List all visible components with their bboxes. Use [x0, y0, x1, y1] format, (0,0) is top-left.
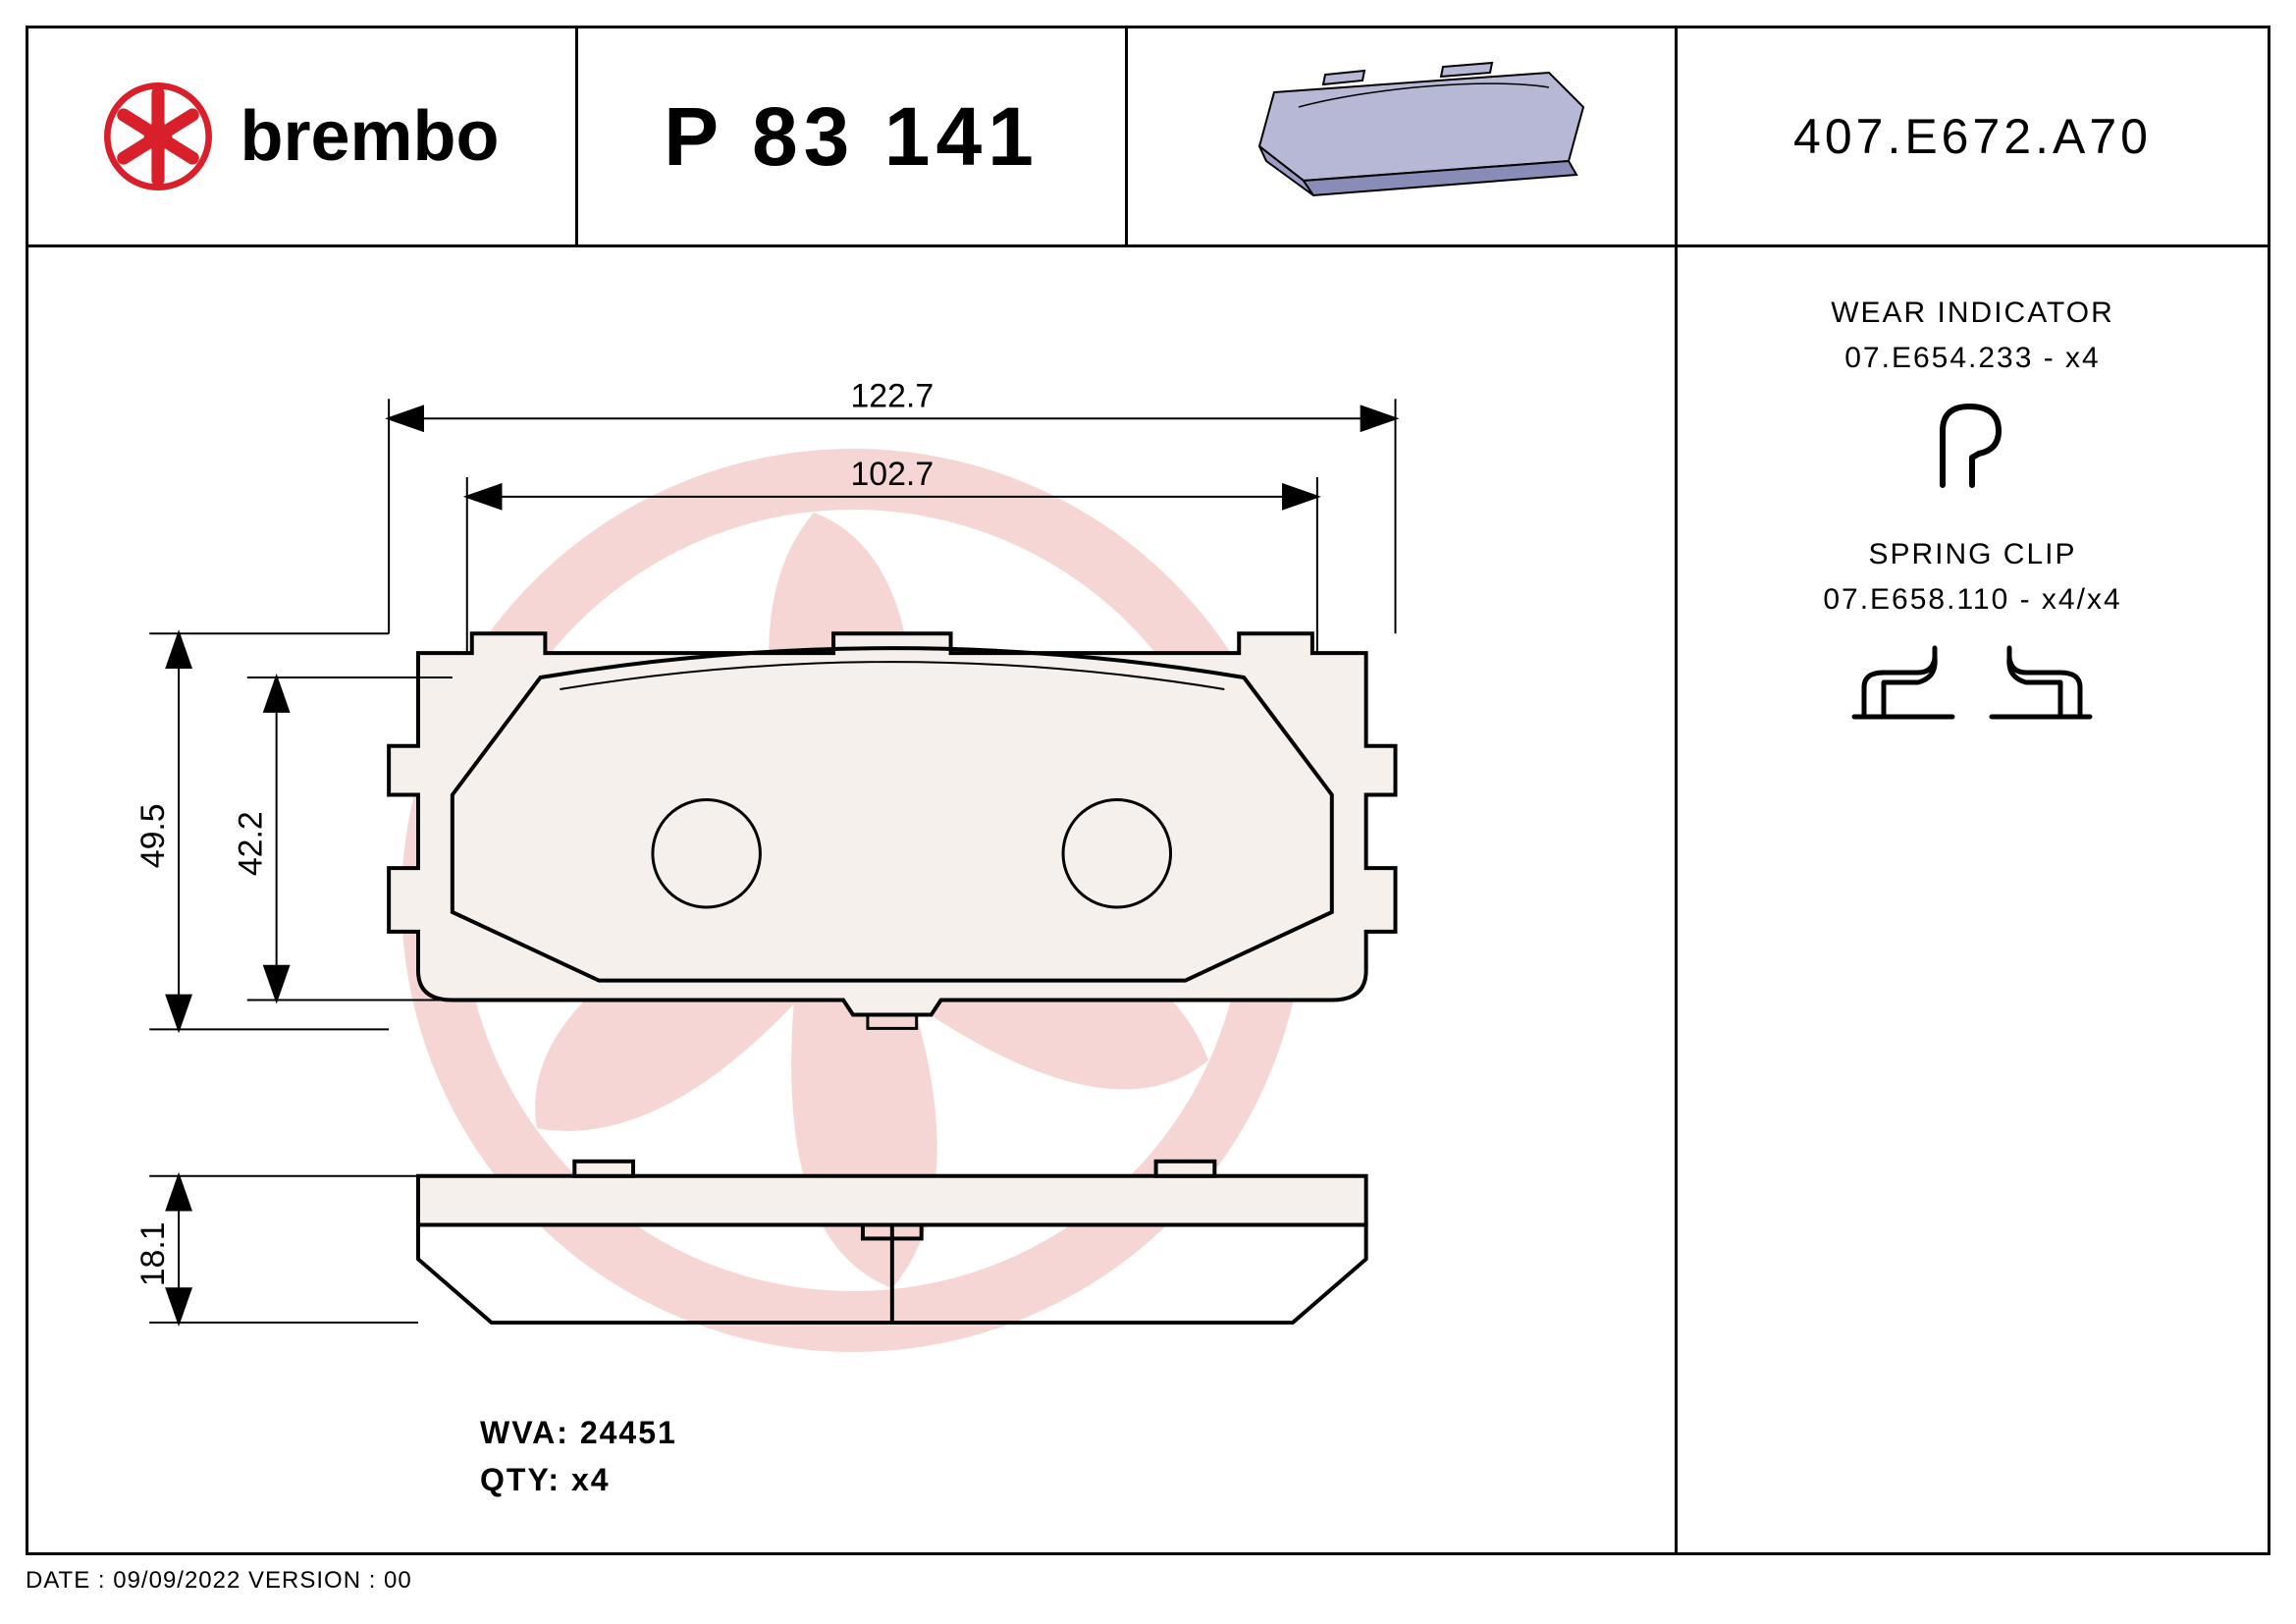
edge-view: 18.1 — [134, 1162, 1365, 1323]
date-version: DATE : 09/09/2022 VERSION : 00 — [26, 1567, 412, 1595]
part-number-cell: P 83 141 — [578, 28, 1128, 244]
outer-frame: brembo P 83 141 — [26, 26, 2270, 1555]
product-iso-cell — [1128, 28, 1678, 244]
accessory-code: 07.E654.233 - x4 — [1844, 342, 2101, 375]
spring-clip-icon — [1844, 628, 2100, 736]
technical-drawing: 122.7 102.7 49.5 — [28, 247, 1678, 1552]
wva-row: WVA: 24451 — [480, 1409, 677, 1456]
dim-inner-height: 42.2 — [233, 811, 270, 876]
qty-row: QTY: x4 — [480, 1456, 677, 1503]
part-number: P 83 141 — [664, 89, 1040, 185]
header-row: brembo P 83 141 — [28, 28, 2268, 247]
drawing-code-cell: 407.E672.A70 — [1678, 28, 2268, 244]
main-drawing-area: 122.7 102.7 49.5 — [28, 247, 1678, 1552]
page: brembo P 83 141 — [0, 0, 2296, 1624]
accessory-block: WEAR INDICATOR 07.E654.233 - x4 — [1831, 297, 2114, 505]
front-view: 122.7 102.7 49.5 — [134, 377, 1395, 1029]
accessory-code: 07.E658.110 - x4/x4 — [1823, 583, 2121, 617]
accessory-title: SPRING CLIP — [1868, 538, 2076, 571]
brand-cell: brembo — [28, 28, 578, 244]
qty-value: x4 — [571, 1462, 611, 1497]
dim-overall-height: 49.5 — [134, 803, 172, 868]
accessory-block: SPRING CLIP 07.E658.110 - x4/x4 — [1823, 538, 2121, 736]
brand-name: brembo — [240, 96, 499, 177]
accessory-title: WEAR INDICATOR — [1831, 297, 2114, 330]
brand-logo-icon — [104, 82, 212, 190]
wva-label: WVA: — [480, 1415, 569, 1450]
wva-value: 24451 — [580, 1415, 677, 1450]
brand: brembo — [104, 82, 499, 190]
wear-indicator-icon — [1908, 387, 2036, 505]
qty-label: QTY: — [480, 1462, 561, 1497]
dim-inner-width: 102.7 — [850, 456, 934, 493]
footer-labels: WVA: 24451 QTY: x4 — [480, 1409, 677, 1503]
dim-thickness: 18.1 — [134, 1221, 172, 1286]
drawing-code: 407.E672.A70 — [1793, 108, 2152, 165]
accessories-sidebar: WEAR INDICATOR 07.E654.233 - x4 SPRING C… — [1675, 247, 2268, 1552]
product-iso-icon — [1196, 53, 1608, 220]
dim-overall-width: 122.7 — [850, 377, 934, 414]
